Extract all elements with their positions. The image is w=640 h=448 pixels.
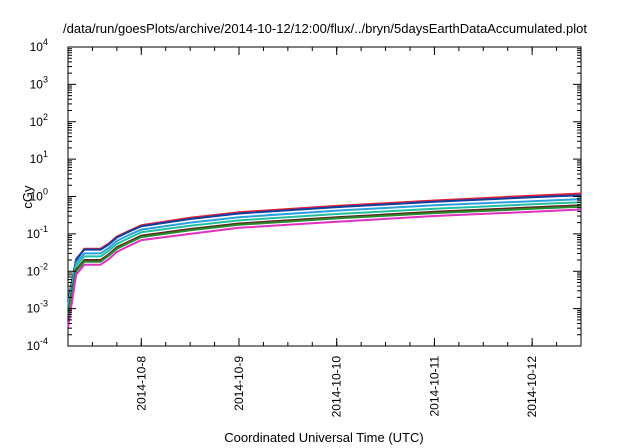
x-axis: 2014-10-8 2014-10-9 2014-10-10 2014-10-11 20…	[67, 47, 582, 418]
series-line-2	[67, 194, 582, 303]
y-tick-label: 10-1	[27, 224, 48, 241]
chart-title: /data/run/goesPlots/archive/2014-10-12/1…	[63, 21, 587, 36]
series-line-7	[67, 208, 582, 329]
series-line-3	[67, 198, 582, 306]
y-tick-label: 102	[30, 112, 48, 129]
y-tick-label: 104	[30, 37, 48, 54]
x-tick-label: 2014-10-10	[330, 356, 344, 418]
y-axis-label: cGy	[20, 185, 35, 209]
y-tick-label: 10-4	[27, 336, 48, 353]
series-line-5	[67, 204, 582, 313]
x-tick-label: 2014-10-8	[134, 356, 148, 411]
y-tick-label: 10-3	[27, 299, 48, 316]
x-tick-label: 2014-10-12	[525, 356, 539, 418]
y-tick-label: 100	[30, 187, 48, 204]
x-tick-label: 2014-10-11	[427, 356, 441, 417]
y-tick-label: 103	[30, 74, 48, 91]
y-tick-label: 10-2	[27, 261, 48, 278]
series-line-6	[67, 205, 582, 315]
y-tick-label: 101	[30, 149, 48, 166]
series-line-4	[67, 201, 582, 309]
y-axis: 10-4 10-3 10-2 10-1 100 101 102 103 104	[27, 37, 581, 353]
x-axis-label: Coordinated Universal Time (UTC)	[224, 430, 423, 445]
series-layer	[67, 192, 582, 329]
x-tick-label: 2014-10-9	[232, 356, 246, 411]
